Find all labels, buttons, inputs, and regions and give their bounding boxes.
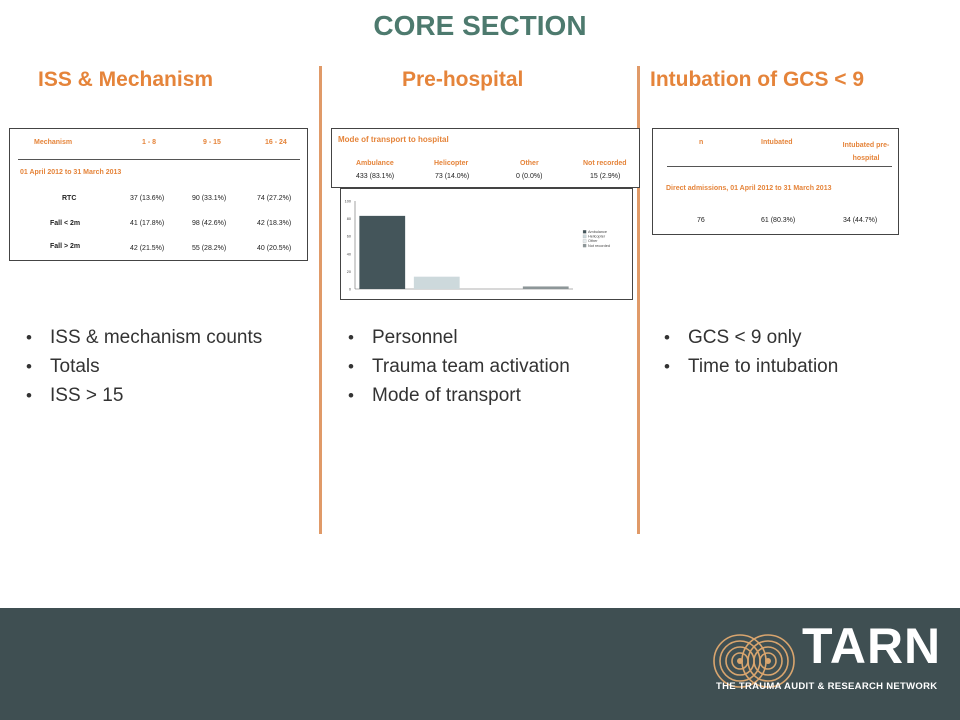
legend-label: Helicopter: [588, 235, 606, 239]
table-header: Intubated: [761, 139, 793, 146]
list-item: GCS < 9 only: [660, 323, 838, 352]
table-title: Mode of transport to hospital: [338, 135, 449, 144]
legend-swatch: [582, 230, 587, 234]
row-label: RTC: [62, 195, 77, 202]
slide-title: CORE SECTION: [373, 10, 587, 41]
row-label: Fall < 2m: [50, 220, 81, 227]
column-divider: [637, 66, 640, 534]
table-cell: 76: [697, 217, 705, 224]
table-header: 16 - 24: [265, 139, 287, 146]
table-cell: 55 (28.2%): [192, 245, 227, 252]
y-tick-label: 20: [347, 270, 351, 274]
table-period: Direct admissions, 01 April 2012 to 31 M…: [666, 185, 832, 192]
table-cell: 0 (0.0%): [516, 173, 543, 180]
y-tick-label: 100: [345, 200, 351, 204]
legend-swatch: [582, 239, 587, 243]
y-tick-label: 0: [349, 288, 351, 292]
list-item: ISS & mechanism counts: [22, 323, 262, 352]
table-cell: 90 (33.1%): [192, 195, 227, 202]
prehospital-bullet-list: Personnel Trauma team activation Mode of…: [344, 323, 570, 410]
table-cell: 42 (18.3%): [257, 220, 292, 227]
table-cell: 37 (13.6%): [130, 195, 165, 202]
legend-label: Ambulance: [588, 230, 607, 234]
y-tick-label: 80: [347, 217, 351, 221]
table-rule: [18, 159, 300, 160]
table-header: Other: [520, 160, 539, 167]
transport-table: Mode of transport to hospital Ambulance …: [331, 128, 640, 188]
list-item: ISS > 15: [22, 381, 262, 410]
table-header: 1 - 8: [142, 139, 157, 146]
legend-label: Not recorded: [588, 244, 610, 248]
table-rule: [667, 166, 892, 167]
table-cell: 98 (42.6%): [192, 220, 227, 227]
column-divider: [319, 66, 322, 534]
table-cell: 40 (20.5%): [257, 245, 292, 252]
heading-iss-mechanism: ISS & Mechanism: [38, 68, 214, 91]
y-tick-label: 60: [347, 235, 351, 239]
legend-label: Other: [588, 239, 598, 243]
intubation-table: n Intubated Intubated pre-hospital Direc…: [652, 128, 899, 235]
table-cell: 74 (27.2%): [257, 195, 292, 202]
heading-pre-hospital: Pre-hospital: [402, 68, 524, 91]
transport-chart: 0 20 40 60 80 100 Ambulance Helicopter Other Not …: [340, 188, 633, 300]
table-header: Helicopter: [434, 160, 469, 167]
list-item: Personnel: [344, 323, 570, 352]
table-cell: 433 (83.1%): [356, 173, 395, 180]
table-cell: 73 (14.0%): [435, 173, 470, 180]
iss-bullet-list: ISS & mechanism counts Totals ISS > 15: [22, 323, 262, 410]
legend-swatch: [582, 243, 587, 248]
intubation-bullet-list: GCS < 9 only Time to intubation: [660, 323, 838, 381]
table-cell: 61 (80.3%): [761, 217, 796, 224]
footer-bar: [0, 608, 960, 720]
list-item: Time to intubation: [660, 352, 838, 381]
tarn-logo-icon: [713, 634, 795, 688]
table-period: 01 April 2012 to 31 March 2013: [20, 169, 122, 176]
bar-ambulance: [359, 215, 406, 289]
bar-chart: 0 20 40 60 80 100 AmbulanceHelicopterOtherNot …: [345, 200, 610, 292]
list-item: Mode of transport: [344, 381, 570, 410]
table-cell: 34 (44.7%): [843, 217, 878, 224]
iss-mechanism-table: Mechanism 1 - 8 9 - 15 16 - 24 01 April …: [9, 128, 308, 261]
table-cell: 42 (21.5%): [130, 245, 165, 252]
table-header: Not recorded: [583, 160, 627, 167]
bar-not-recorded: [522, 286, 569, 289]
y-tick-label: 40: [347, 252, 351, 256]
table-header: Intubated pre-hospital: [842, 142, 890, 162]
list-item: Totals: [22, 352, 262, 381]
heading-intubation: Intubation of GCS < 9: [650, 68, 865, 91]
bar-helicopter: [413, 276, 460, 289]
brand-tagline: THE TRAUMA AUDIT & RESEARCH NETWORK: [716, 681, 938, 692]
table-header: n: [699, 139, 704, 146]
row-label: Fall > 2m: [50, 243, 81, 250]
legend-swatch: [582, 234, 587, 239]
table-header: Ambulance: [356, 160, 394, 167]
table-cell: 41 (17.8%): [130, 220, 165, 227]
table-header: 9 - 15: [203, 139, 221, 146]
table-header: Mechanism: [34, 139, 73, 146]
list-item: Trauma team activation: [344, 352, 570, 381]
brand-name: TARN: [802, 618, 942, 674]
table-cell: 15 (2.9%): [590, 173, 621, 180]
